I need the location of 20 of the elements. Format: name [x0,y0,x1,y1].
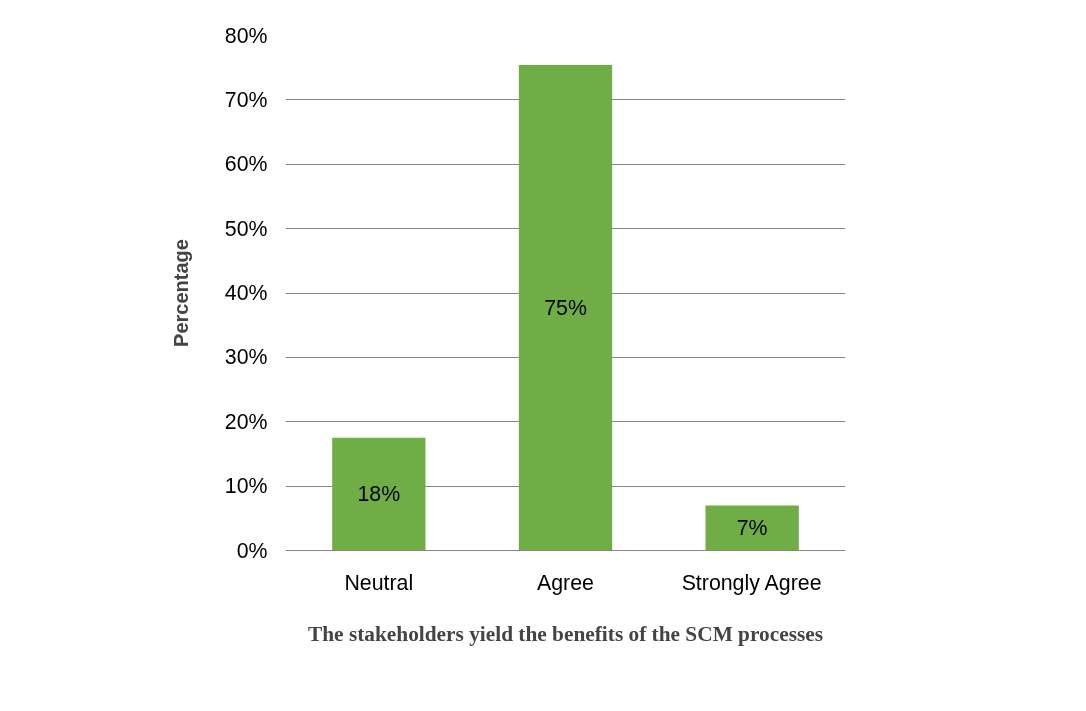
data-label: 7% [736,515,768,540]
y-tick-label: 50% [224,216,268,241]
y-tick-label: 0% [236,538,268,563]
x-tick-label: Agree [537,570,594,595]
text: The stakeholders yield the benefits of the SCM processes [308,622,824,646]
y-tick-label: 40% [224,281,268,305]
bar [518,65,613,551]
y-tick-label: 20% [224,409,268,434]
y-tick-label: 60% [224,152,268,177]
y-tick-label: 10% [224,474,268,499]
data-label: 75% [544,295,587,320]
data-label: 18% [357,482,401,507]
bar [332,437,426,551]
x-tick-label: Neutral [344,570,414,595]
y-tick-label: 80% [224,23,268,48]
y-tick-label: 70% [224,87,268,112]
bar [705,505,799,551]
y-axis-title: Percentage [169,239,192,347]
y-tick-label: 30% [224,345,268,370]
x-tick-label: Strongly Agree [681,570,822,595]
